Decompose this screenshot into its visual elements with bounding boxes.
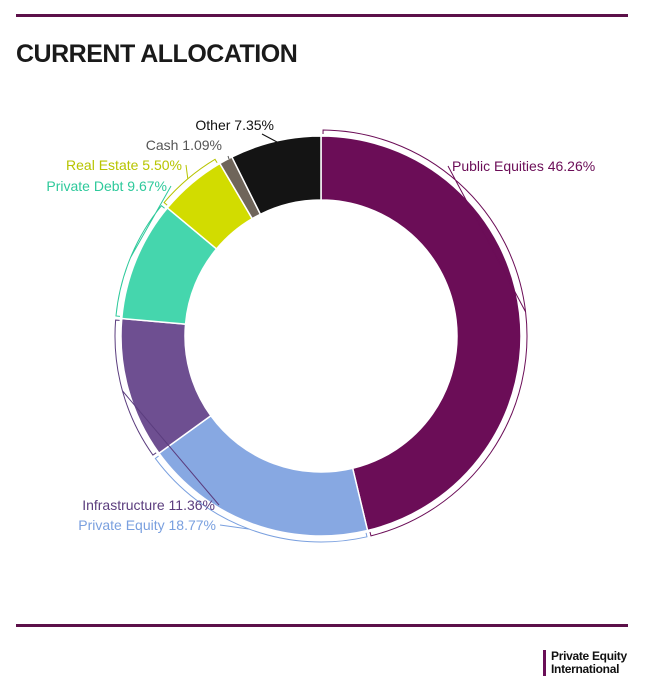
brand-line-1: Private Equity [551, 649, 627, 663]
label-private-equity: Private Equity 18.77% [78, 517, 216, 533]
label-real-estate: Real Estate 5.50% [66, 157, 182, 173]
label-infrastructure: Infrastructure 11.36% [82, 497, 215, 513]
leader-other [261, 133, 278, 143]
label-cash: Cash 1.09% [146, 137, 222, 153]
brand-logo: Private Equity International [543, 650, 627, 676]
label-other: Other 7.35% [195, 117, 274, 133]
slice-public-equities [320, 135, 522, 532]
leader-infrastructure [114, 319, 220, 506]
leader-public-equities [322, 129, 528, 537]
chart-title: CURRENT ALLOCATION [16, 40, 298, 68]
slice-other [230, 135, 322, 216]
leader-cash [227, 155, 230, 160]
leader-private-debt [115, 185, 172, 317]
top-divider [16, 14, 628, 17]
bottom-divider [16, 624, 628, 627]
label-private-debt: Private Debt 9.67% [46, 178, 167, 194]
label-public-equities: Public Equities 46.26% [452, 158, 595, 174]
leader-private-equity [154, 455, 368, 543]
leader-real-estate [163, 158, 218, 206]
brand-line-2: International [551, 662, 620, 676]
